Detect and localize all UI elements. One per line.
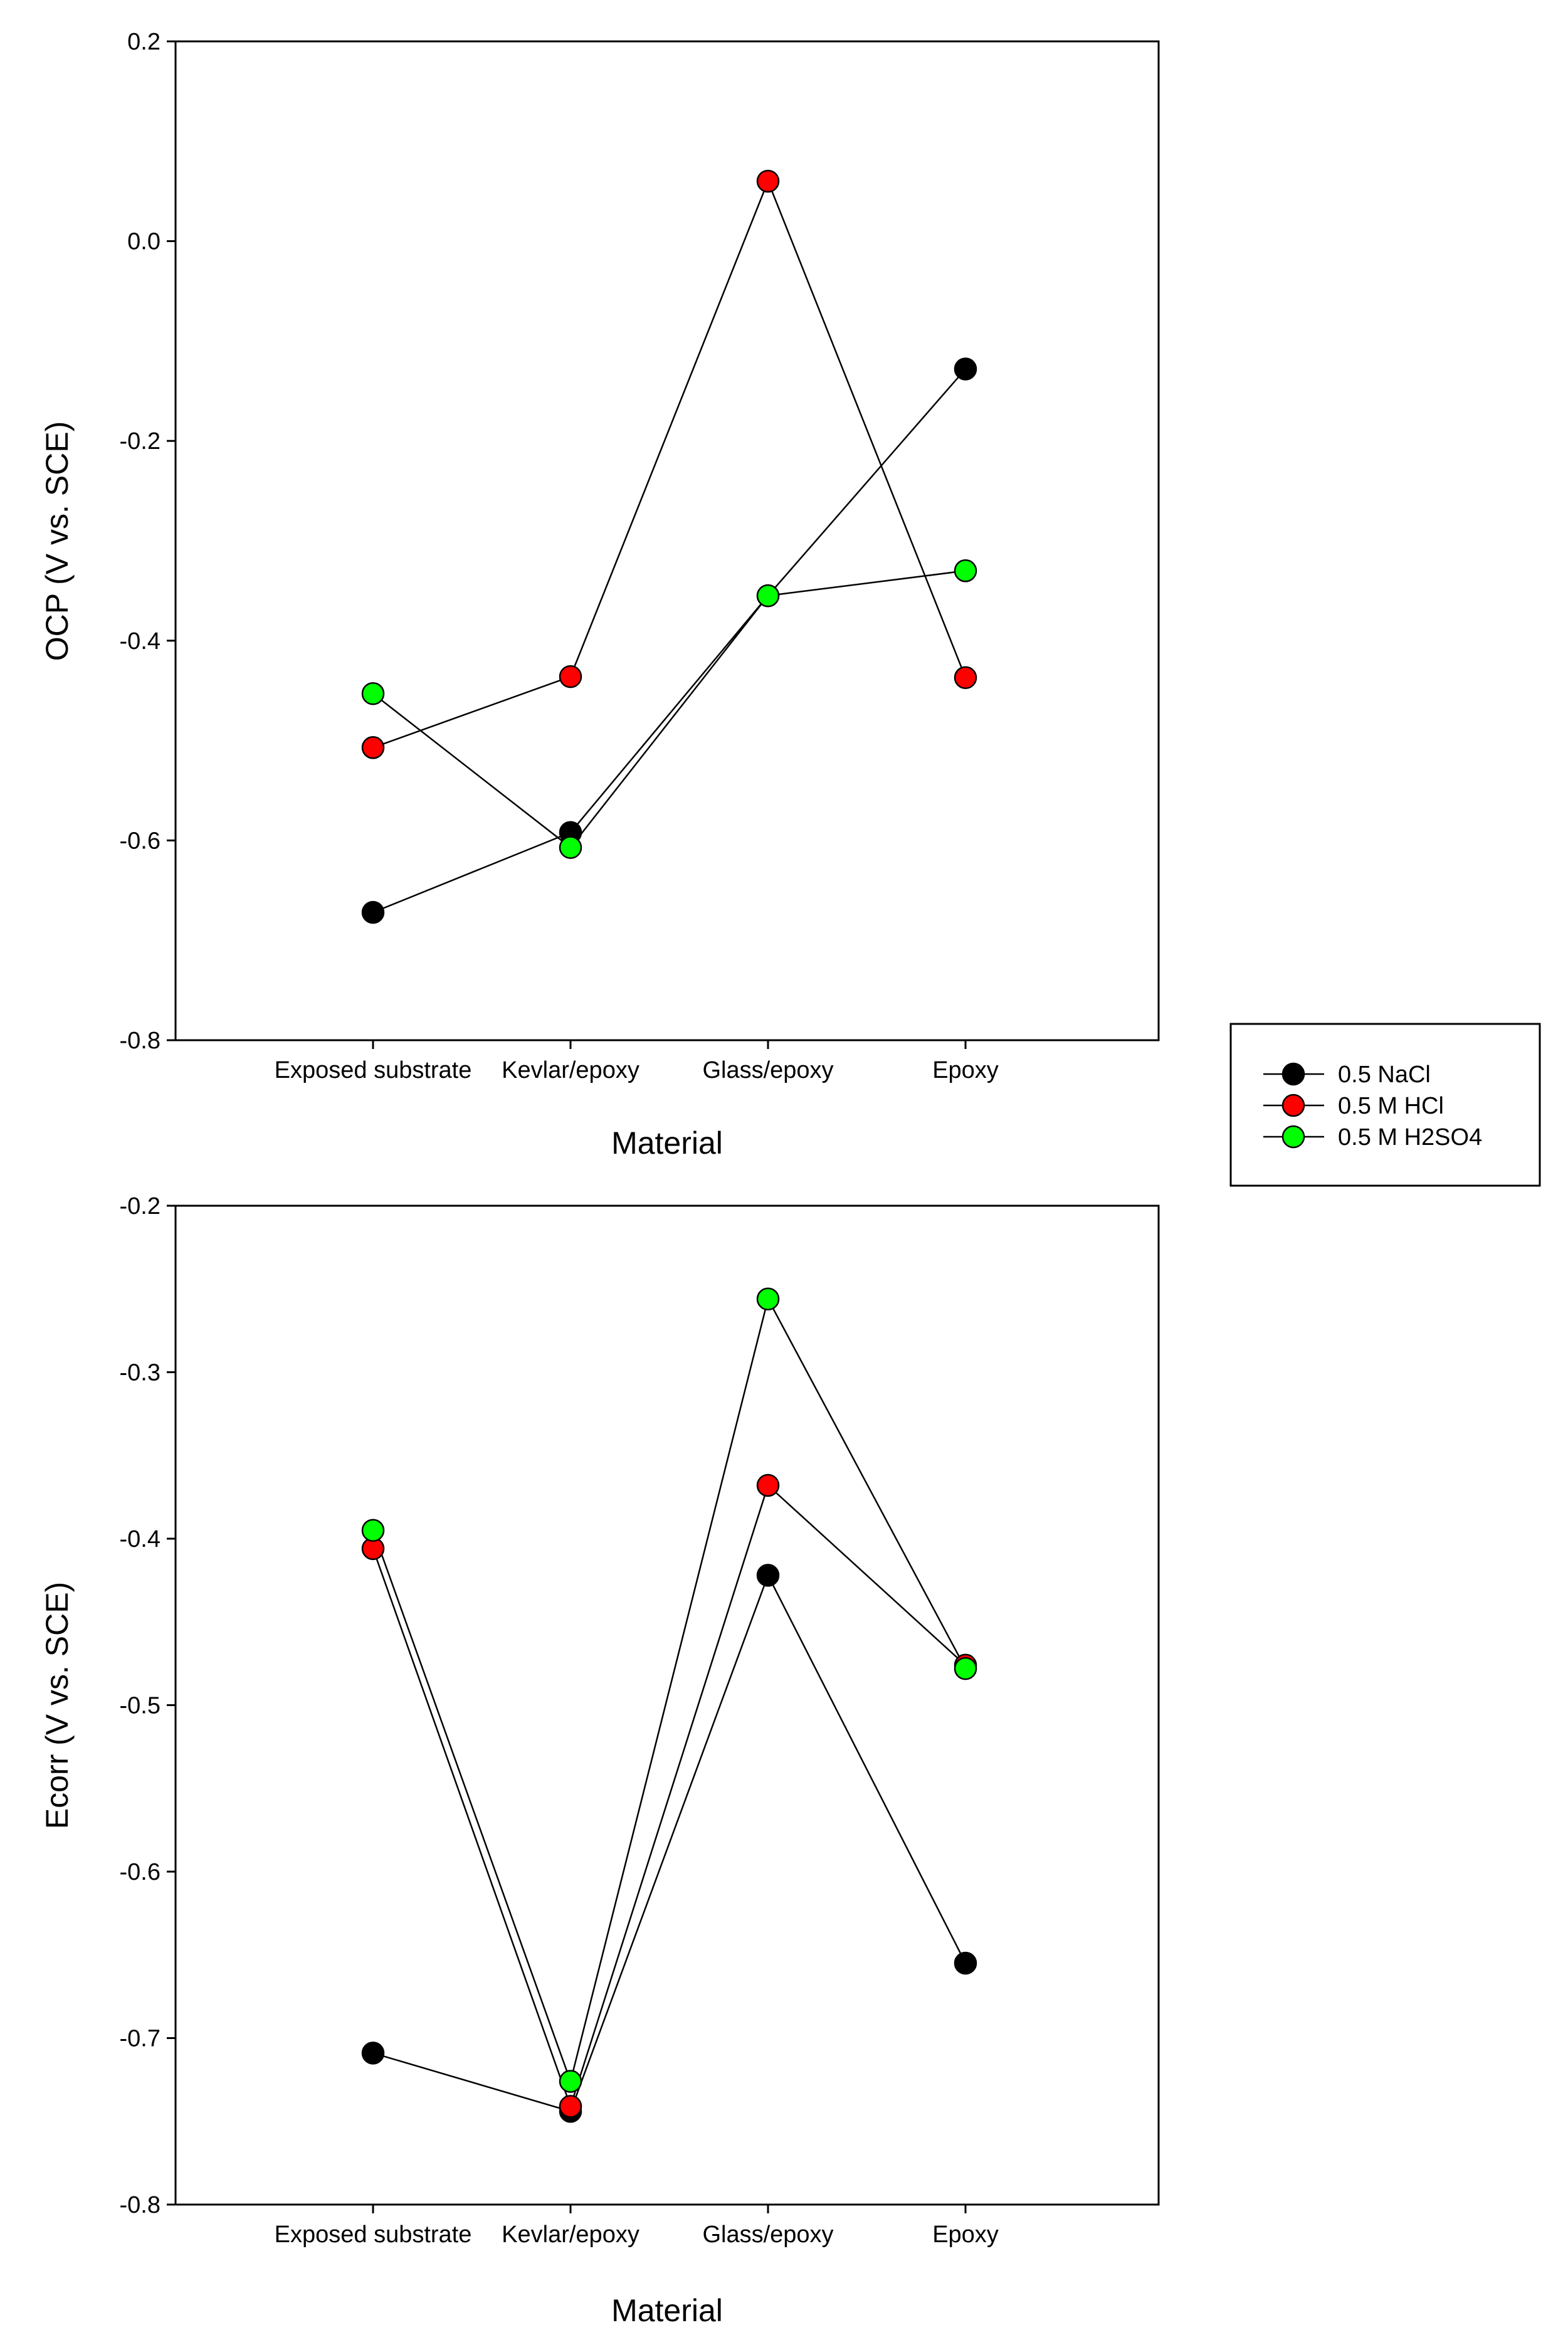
ecorr-x-tick-labels: Exposed substrate Kevlar/epoxy Glass/epoxy… bbox=[275, 2221, 999, 2248]
ocp-point-nacl-exposed-substrate bbox=[361, 900, 385, 924]
ocp-y-tick-label: -0.8 bbox=[120, 1028, 160, 1054]
ecorr-series-markers bbox=[361, 1287, 977, 2123]
ocp-point-nacl-epoxy bbox=[954, 357, 977, 381]
legend-entry: 0.5 NaCl bbox=[1263, 1062, 1431, 1088]
ocp-point-h2so4-exposed-substrate bbox=[361, 682, 385, 705]
legend-label-nacl: 0.5 NaCl bbox=[1338, 1062, 1431, 1088]
ecorr-y-axis-title: Ecorr (V vs. SCE) bbox=[39, 1582, 75, 1829]
ocp-point-hcl-kevlar-epoxy bbox=[559, 665, 582, 688]
legend-marker-nacl bbox=[1281, 1062, 1305, 1086]
ecorr-y-tick-label: -0.5 bbox=[120, 1693, 160, 1719]
ecorr-y-tick-label: -0.3 bbox=[120, 1360, 160, 1386]
ecorr-y-tick-label: -0.2 bbox=[120, 1193, 160, 1220]
ecorr-y-tick-label: -0.8 bbox=[120, 2192, 160, 2218]
ecorr-plot-frame bbox=[174, 1204, 1160, 2206]
ocp-series-markers bbox=[361, 169, 977, 924]
legend-entry: 0.5 M H2SO4 bbox=[1263, 1124, 1482, 1151]
ecorr-x-tick-label-kevlar-epoxy: Kevlar/epoxy bbox=[502, 2221, 639, 2248]
ocp-y-axis-title: OCP (V vs. SCE) bbox=[39, 421, 75, 661]
ocp-point-hcl-glass-epoxy bbox=[756, 169, 780, 193]
ecorr-y-tick-label: -0.6 bbox=[120, 1859, 160, 1885]
ecorr-series-line-hcl bbox=[372, 1484, 966, 2109]
ecorr-y-tick-label: -0.7 bbox=[120, 2026, 160, 2052]
ocp-y-ticks bbox=[167, 40, 967, 1049]
ocp-y-tick-label: 0.0 bbox=[127, 229, 160, 255]
ecorr-series-lines bbox=[372, 1297, 967, 2112]
ecorr-point-nacl-glass-epoxy bbox=[756, 1564, 780, 1587]
ocp-point-h2so4-kevlar-epoxy bbox=[559, 836, 582, 859]
legend: 0.5 NaCl 0.5 M HCl 0.5 M H2SO4 bbox=[1229, 1023, 1541, 1187]
ocp-series-line-hcl bbox=[372, 179, 967, 749]
ocp-point-hcl-epoxy bbox=[954, 666, 977, 689]
legend-marker-hcl bbox=[1281, 1094, 1305, 1117]
ecorr-series-line-nacl bbox=[372, 1573, 967, 2112]
ocp-series-lines bbox=[372, 179, 967, 914]
ocp-x-tick-label-glass-epoxy: Glass/epoxy bbox=[702, 1057, 833, 1083]
ecorr-y-tick-labels: -0.8 -0.7 -0.6 -0.5 -0.4 -0.3 -0.2 bbox=[120, 1193, 160, 2218]
legend-entry: 0.5 M HCl bbox=[1263, 1093, 1444, 1119]
ecorr-point-nacl-exposed-substrate bbox=[361, 2042, 385, 2065]
ocp-point-hcl-exposed-substrate bbox=[361, 736, 385, 759]
legend-label-h2so4: 0.5 M H2SO4 bbox=[1338, 1124, 1482, 1151]
ocp-y-tick-label: 0.2 bbox=[127, 29, 160, 55]
ecorr-chart: -0.8 -0.7 -0.6 -0.5 -0.4 -0.3 -0.2 Exposed sub… bbox=[39, 1193, 1160, 2328]
ecorr-y-ticks bbox=[167, 1204, 967, 2213]
ecorr-point-hcl-kevlar-epoxy bbox=[559, 2095, 582, 2118]
ocp-y-tick-label: -0.4 bbox=[120, 628, 160, 655]
ecorr-x-tick-label-glass-epoxy: Glass/epoxy bbox=[702, 2221, 833, 2248]
ocp-x-axis-title: Material bbox=[611, 1125, 723, 1161]
ocp-point-h2so4-epoxy bbox=[954, 559, 977, 582]
ocp-x-tick-labels: Exposed substrate Kevlar/epoxy Glass/epoxy… bbox=[275, 1057, 999, 1083]
ecorr-point-h2so4-glass-epoxy bbox=[756, 1287, 780, 1310]
ecorr-x-tick-label-exposed-substrate: Exposed substrate bbox=[275, 2221, 472, 2248]
ecorr-point-h2so4-epoxy bbox=[954, 1657, 977, 1680]
ocp-x-tick-label-epoxy: Epoxy bbox=[932, 1057, 999, 1083]
legend-label-hcl: 0.5 M HCl bbox=[1338, 1093, 1444, 1119]
legend-box bbox=[1229, 1023, 1541, 1187]
ocp-y-tick-labels: -0.8 -0.6 -0.4 -0.2 0.0 0.2 bbox=[120, 29, 160, 1054]
ecorr-x-tick-label-epoxy: Epoxy bbox=[932, 2221, 999, 2248]
ecorr-point-h2so4-kevlar-epoxy bbox=[559, 2070, 582, 2093]
ocp-x-tick-label-exposed-substrate: Exposed substrate bbox=[275, 1057, 472, 1083]
ecorr-point-h2so4-exposed-substrate bbox=[361, 1519, 385, 1542]
ocp-x-tick-label-kevlar-epoxy: Kevlar/epoxy bbox=[502, 1057, 639, 1083]
ecorr-y-tick-label: -0.4 bbox=[120, 1526, 160, 1552]
ocp-point-h2so4-glass-epoxy bbox=[756, 584, 780, 608]
ecorr-x-axis-title: Material bbox=[611, 2293, 723, 2328]
ecorr-point-nacl-epoxy bbox=[954, 1951, 977, 1975]
ocp-series-line-nacl bbox=[372, 368, 966, 914]
ocp-series-line-h2so4 bbox=[372, 570, 966, 849]
ecorr-point-hcl-glass-epoxy bbox=[756, 1473, 780, 1497]
ocp-y-tick-label: -0.6 bbox=[120, 828, 160, 854]
ocp-chart: -0.8 -0.6 -0.4 -0.2 0.0 0.2 Exposed substrate… bbox=[39, 29, 1160, 1161]
ocp-y-tick-label: -0.2 bbox=[120, 428, 160, 455]
ocp-plot-frame bbox=[174, 40, 1160, 1041]
legend-marker-h2so4 bbox=[1281, 1125, 1305, 1149]
ecorr-series-line-h2so4 bbox=[372, 1297, 967, 2084]
